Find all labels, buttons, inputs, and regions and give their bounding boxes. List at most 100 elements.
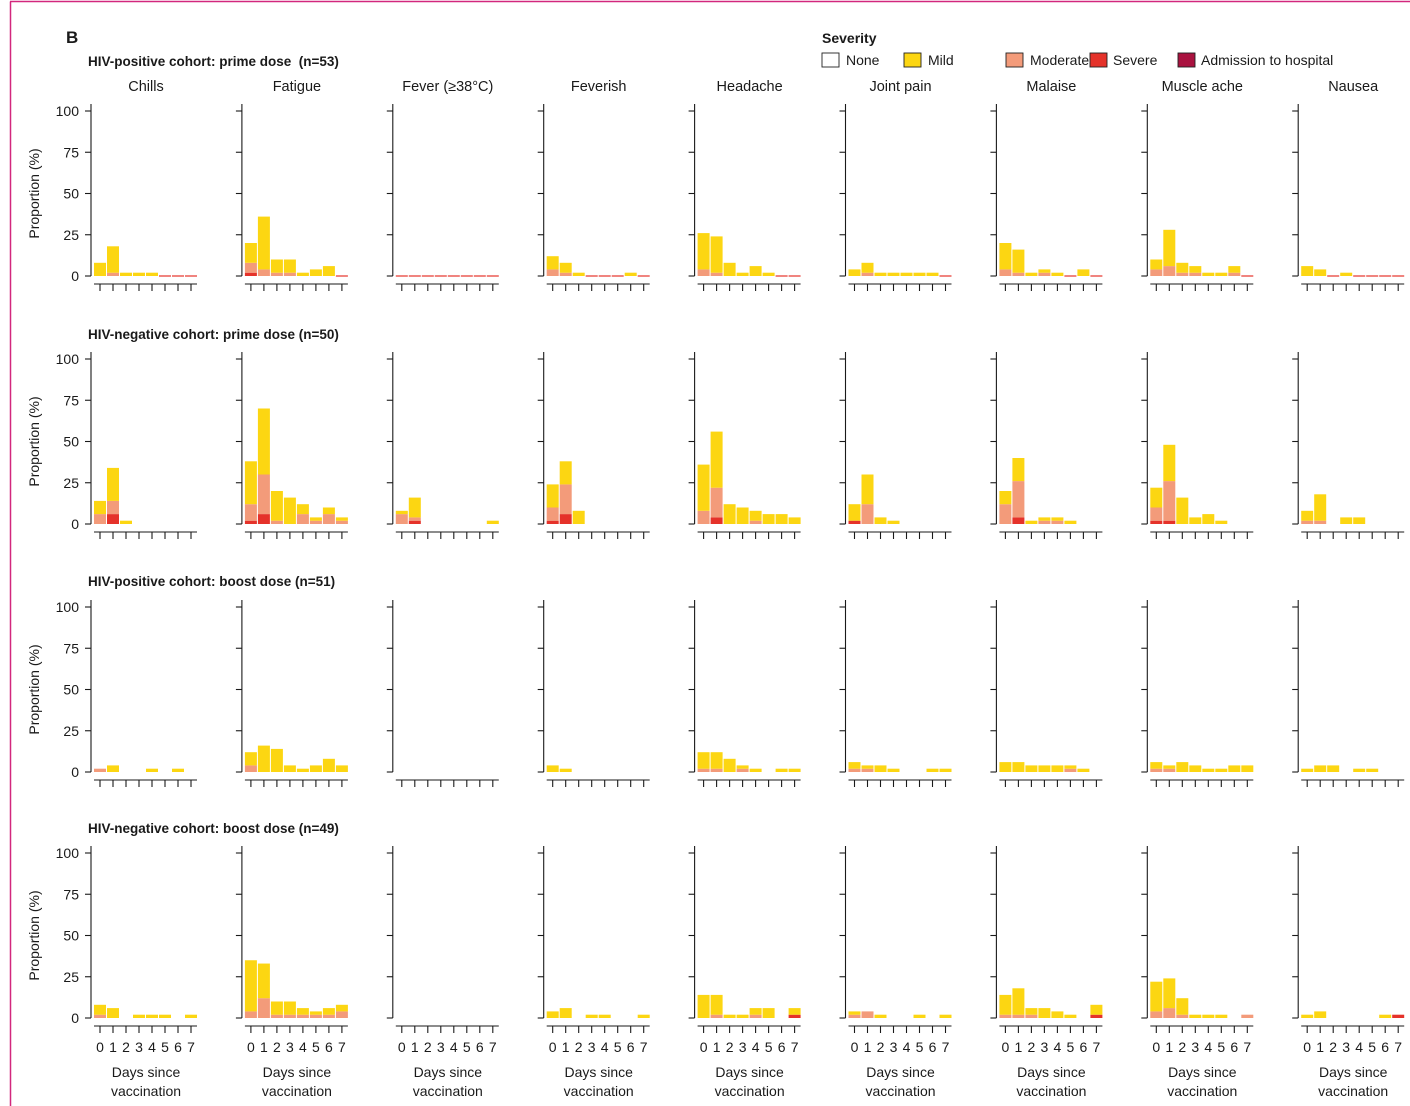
- bar-headache-day-3-mild: [736, 272, 749, 276]
- bar-muscle-ache-day-0-moderate: [1150, 269, 1163, 276]
- panel-feverish: [537, 352, 650, 539]
- panel-malaise: [990, 600, 1103, 787]
- row-4: HIV-negative cohort: boost dose (n=49) Pr…: [26, 821, 1405, 1099]
- bar-headache-day-1-moderate: [710, 768, 723, 772]
- panel-title: Feverish: [571, 79, 627, 95]
- x-tick-label: 0: [549, 1039, 557, 1055]
- bar-zero-headache-day-6: [775, 275, 788, 277]
- bar-zero-fever-38-c-day-2: [421, 275, 434, 277]
- bar-feverish-day-4-mild: [598, 1014, 611, 1018]
- bar-headache-day-0-moderate: [697, 510, 710, 524]
- x-tick-label: 2: [1329, 1039, 1337, 1055]
- bar-fatigue-day-6-moderate: [322, 1014, 335, 1018]
- y-axis-label: Proportion (%): [26, 644, 42, 734]
- legend-label-mild: Mild: [928, 52, 954, 68]
- x-tick-label: 4: [299, 1039, 307, 1055]
- bar-chills-day-2-mild: [120, 520, 132, 524]
- bar-chills-day-1-mild: [107, 467, 119, 501]
- row-title: HIV-negative cohort: prime dose (n=50): [88, 327, 339, 342]
- panel-title: Fatigue: [273, 79, 321, 95]
- bar-joint-pain-day-2-mild: [874, 272, 887, 276]
- x-tick-label: 7: [1394, 1039, 1402, 1055]
- x-tick-label: 0: [1303, 1039, 1311, 1055]
- bar-joint-pain-day-0-mild: [848, 1011, 861, 1015]
- bar-chills-day-4-mild: [146, 272, 158, 276]
- bar-zero-fever-38-c-day-1: [408, 275, 421, 277]
- bar-muscle-ache-day-1-severe: [1163, 520, 1176, 524]
- bar-chills-day-2-mild: [120, 272, 132, 276]
- bar-malaise-day-1-moderate: [1012, 481, 1025, 518]
- bar-muscle-ache-day-3-moderate: [1189, 272, 1202, 276]
- x-tick-label: 2: [1178, 1039, 1186, 1055]
- panel-title: Muscle ache: [1162, 79, 1243, 95]
- bar-headache-day-1-mild: [710, 994, 723, 1015]
- bar-chills-day-1-mild: [107, 1008, 119, 1018]
- panel-muscle-ache: [1141, 352, 1254, 539]
- y-tick-label: 100: [56, 351, 80, 367]
- bar-fever-38-c-day-0-moderate: [395, 514, 408, 524]
- bar-muscle-ache-day-4-mild: [1202, 768, 1215, 772]
- bar-nausea-day-5-mild: [1366, 768, 1379, 772]
- bar-muscle-ache-day-4-mild: [1202, 1014, 1215, 1018]
- bar-muscle-ache-day-1-mild: [1163, 765, 1176, 769]
- bar-muscle-ache-day-1-moderate: [1163, 266, 1176, 276]
- x-tick-label: 2: [122, 1039, 130, 1055]
- bar-fatigue-day-1-mild: [257, 408, 270, 475]
- bar-headache-day-4-moderate: [749, 1014, 762, 1018]
- bar-malaise-day-4-mild: [1051, 1011, 1064, 1018]
- bar-fatigue-day-4-mild: [296, 1008, 309, 1015]
- bar-malaise-day-1-mild: [1012, 249, 1025, 273]
- x-tick-label: 0: [700, 1039, 708, 1055]
- panel-joint-pain: Joint pain: [839, 79, 952, 291]
- x-tick-label: 6: [325, 1039, 333, 1055]
- panel-chills: 0 25 50 75 100: [56, 351, 197, 539]
- bar-headache-day-4-mild: [749, 266, 762, 276]
- bar-fatigue-day-3-mild: [283, 497, 296, 524]
- bar-zero-fever-38-c-day-7: [486, 275, 499, 277]
- bar-joint-pain-day-3-mild: [887, 520, 900, 524]
- bar-joint-pain-day-5-mild: [913, 1014, 926, 1018]
- bar-fatigue-day-5-moderate: [309, 520, 322, 524]
- bar-nausea-day-0-mild: [1301, 768, 1314, 772]
- panel-feverish: Feverish: [537, 79, 650, 291]
- y-tick-label: 50: [63, 434, 79, 450]
- bar-chills-day-0-mild: [94, 262, 106, 276]
- x-tick-label: 2: [726, 1039, 734, 1055]
- x-tick-label: 7: [1243, 1039, 1251, 1055]
- x-axis-label: vaccination: [1318, 1083, 1388, 1099]
- bar-headache-day-3-mild: [736, 1014, 749, 1018]
- bar-feverish-day-1-moderate: [559, 484, 572, 515]
- bar-malaise-day-6-mild: [1077, 269, 1090, 276]
- bar-muscle-ache-day-1-moderate: [1163, 1008, 1176, 1018]
- bar-fatigue-day-3-mild: [283, 765, 296, 772]
- bar-fatigue-day-3-mild: [283, 1001, 296, 1015]
- bar-zero-fever-38-c-day-4: [447, 275, 460, 277]
- bar-malaise-day-4-mild: [1051, 517, 1064, 521]
- bar-malaise-day-7-severe: [1090, 1014, 1103, 1018]
- bar-nausea-day-0-mild: [1301, 1014, 1314, 1018]
- y-tick-label: 50: [63, 186, 79, 202]
- x-tick-label: 0: [398, 1039, 406, 1055]
- panel-malaise: [990, 352, 1103, 539]
- panel-fatigue: [235, 352, 348, 539]
- bar-headache-day-6-mild: [775, 514, 788, 524]
- bar-malaise-day-0-mild: [999, 994, 1012, 1015]
- bar-fatigue-day-4-moderate: [296, 1014, 309, 1018]
- bar-headache-day-2-mild: [723, 262, 736, 276]
- panel-joint-pain: [839, 352, 952, 539]
- panel-muscle-ache: Muscle ache: [1141, 79, 1254, 291]
- bar-muscle-ache-day-2-mild: [1176, 998, 1189, 1015]
- bar-muscle-ache-day-1-moderate: [1163, 768, 1176, 772]
- bar-nausea-day-4-mild: [1353, 517, 1366, 524]
- bar-headache-day-4-mild: [749, 510, 762, 521]
- x-axis-label: vaccination: [865, 1083, 935, 1099]
- row-title: HIV-positive cohort: prime dose (n=53): [88, 54, 339, 69]
- bar-zero-feverish-day-7: [637, 275, 650, 277]
- bar-headache-day-1-moderate: [710, 272, 723, 276]
- bar-headache-day-1-mild: [710, 431, 723, 488]
- x-tick-label: 3: [739, 1039, 747, 1055]
- bar-muscle-ache-day-3-mild: [1189, 1014, 1202, 1018]
- x-tick-label: 2: [1028, 1039, 1036, 1055]
- bar-zero-feverish-day-4: [598, 275, 611, 277]
